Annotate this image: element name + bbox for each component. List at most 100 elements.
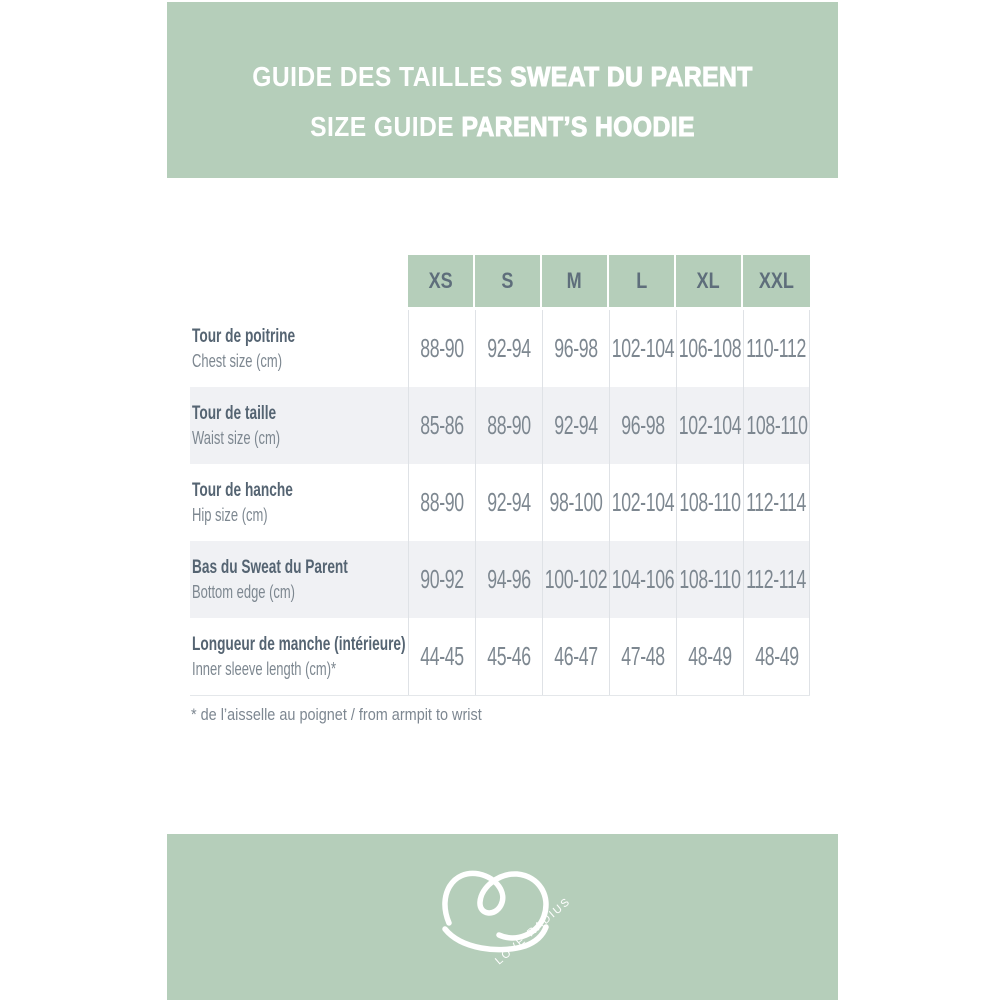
size-table: XS S M L XL XXL Tour de poitrine Chest s… [190,255,810,696]
row-label-en: Hip size (cm) [192,505,268,526]
size-label: S [501,268,514,293]
table-row-chest: Tour de poitrine Chest size (cm) 88-90 9… [190,310,810,387]
size-value-cell: 96-98 [542,310,609,387]
size-value-cell: 104-106 [609,541,676,618]
size-value: 94-96 [487,564,531,594]
size-value: 108-110 [679,564,741,594]
size-value-cell: 46-47 [542,618,609,695]
size-value: 102-104 [611,333,675,363]
size-value: 92-94 [554,410,598,440]
love-radius-logo: LOVE RADIUS [435,861,571,973]
row-label-fr: Bas du Sweat du Parent [192,556,348,578]
size-value-cell: 96-98 [609,387,676,464]
size-value-cell: 88-90 [408,464,475,541]
title-fr-regular: GUIDE DES TAILLES [252,61,503,92]
size-value-cell: 92-94 [542,387,609,464]
size-col-header-xxl: XXL [743,255,810,307]
row-label-fr: Tour de poitrine [192,325,296,347]
size-value: 108-110 [745,410,808,440]
size-value: 112-114 [746,487,807,517]
page-title: GUIDE DES TAILLES SWEAT DU PARENT SIZE G… [167,52,838,152]
table-row-bottom-edge: Bas du Sweat du Parent Bottom edge (cm) … [190,541,810,618]
size-value-cell: 90-92 [408,541,475,618]
size-label: XL [696,268,721,293]
size-value-cell: 45-46 [475,618,542,695]
size-col-header-xs: XS [408,255,475,307]
size-value-cell: 106-108 [676,310,743,387]
size-value: 88-90 [487,410,531,440]
size-value: 96-98 [554,333,598,363]
size-value-cell: 102-104 [609,310,676,387]
size-value: 100-102 [544,564,608,594]
row-label-en: Inner sleeve length (cm)* [192,659,337,680]
row-label: Tour de hanche Hip size (cm) [190,464,408,541]
size-value-cell: 112-114 [743,541,810,618]
size-value: 44-45 [420,641,464,671]
size-value-cell: 88-90 [475,387,542,464]
size-value-cell: 102-104 [609,464,676,541]
row-label-fr: Longueur de manche (intérieure) [192,633,406,655]
size-col-header-s: S [475,255,542,307]
size-value-cell: 108-110 [676,541,743,618]
size-value: 90-92 [420,564,464,594]
row-label: Longueur de manche (intérieure) Inner sl… [190,618,408,695]
row-label-en: Bottom edge (cm) [192,582,296,603]
size-value: 112-114 [746,564,807,594]
title-fr-heavy: SWEAT DU PARENT [510,60,753,92]
size-value: 85-86 [420,410,464,440]
size-value-cell: 102-104 [676,387,743,464]
row-label: Tour de taille Waist size (cm) [190,387,408,464]
size-table-header: XS S M L XL XXL [190,255,810,307]
size-value-cell: 85-86 [408,387,475,464]
size-label: M [566,268,583,293]
title-en-heavy: PARENT’S HOODIE [461,110,695,142]
size-value-cell: 48-49 [743,618,810,695]
size-value: 106-108 [678,333,742,363]
size-value-cell: 108-110 [743,387,810,464]
size-value-cell: 47-48 [609,618,676,695]
size-value-cell: 44-45 [408,618,475,695]
size-value: 88-90 [420,333,464,363]
size-value-cell: 48-49 [676,618,743,695]
size-col-header-m: M [542,255,609,307]
heart-icon [441,870,549,941]
size-value-cell: 100-102 [542,541,609,618]
size-value: 45-46 [487,641,531,671]
title-en-regular: SIZE GUIDE [310,111,455,142]
table-row-hip: Tour de hanche Hip size (cm) 88-90 92-94… [190,464,810,541]
brand-banner: LOVE RADIUS [167,834,838,1000]
size-value: 92-94 [487,333,531,363]
table-row-sleeve: Longueur de manche (intérieure) Inner sl… [190,618,810,695]
footnote: * de l’aisselle au poignet / from armpit… [191,705,482,724]
header-spacer [190,255,408,307]
size-value: 96-98 [621,410,665,440]
size-value: 98-100 [549,487,603,517]
heart-logo-svg: LOVE RADIUS [441,870,571,967]
size-value-cell: 88-90 [408,310,475,387]
row-label: Tour de poitrine Chest size (cm) [190,310,408,387]
size-value: 46-47 [554,641,598,671]
size-label: XXL [758,268,795,293]
size-value: 102-104 [678,410,742,440]
title-banner: GUIDE DES TAILLES SWEAT DU PARENT SIZE G… [167,2,838,178]
size-value: 92-94 [487,487,531,517]
size-label: XS [428,268,453,293]
size-label: L [635,268,648,293]
row-label: Bas du Sweat du Parent Bottom edge (cm) [190,541,408,618]
brand-name: LOVE RADIUS [493,895,571,967]
size-col-header-xl: XL [676,255,743,307]
size-value-cell: 98-100 [542,464,609,541]
size-value: 88-90 [420,487,464,517]
title-line-fr: GUIDE DES TAILLES SWEAT DU PARENT [207,52,797,102]
size-value: 48-49 [688,641,732,671]
size-value-cell: 108-110 [676,464,743,541]
size-value: 102-104 [611,487,675,517]
size-value-cell: 92-94 [475,310,542,387]
size-value-cell: 92-94 [475,464,542,541]
row-label-fr: Tour de taille [192,402,277,424]
size-value-cell: 112-114 [743,464,810,541]
title-line-en: SIZE GUIDE PARENT’S HOODIE [207,102,797,152]
size-value: 48-49 [754,641,799,671]
size-value-cell: 110-112 [743,310,810,387]
size-col-header-l: L [609,255,676,307]
